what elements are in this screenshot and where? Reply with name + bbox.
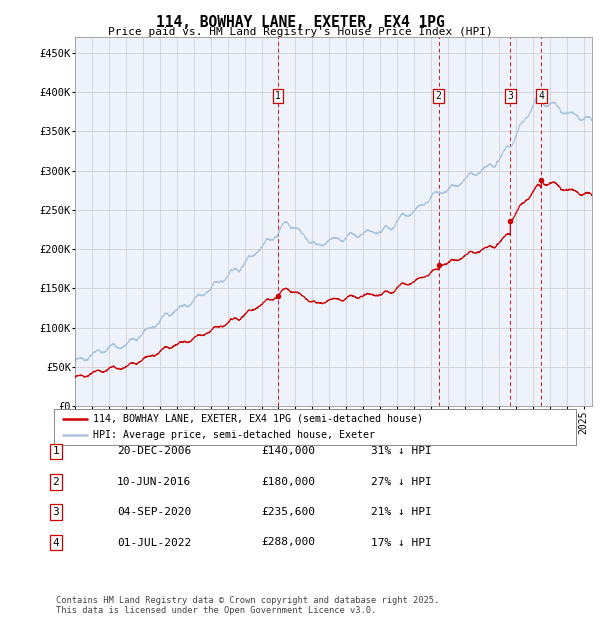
- Text: 1: 1: [275, 91, 281, 101]
- Text: 114, BOWHAY LANE, EXETER, EX4 1PG: 114, BOWHAY LANE, EXETER, EX4 1PG: [155, 15, 445, 30]
- Text: 20-DEC-2006: 20-DEC-2006: [117, 446, 191, 456]
- Text: 31% ↓ HPI: 31% ↓ HPI: [371, 446, 431, 456]
- Text: £180,000: £180,000: [261, 477, 315, 487]
- Text: 17% ↓ HPI: 17% ↓ HPI: [371, 538, 431, 547]
- Text: £140,000: £140,000: [261, 446, 315, 456]
- Text: 114, BOWHAY LANE, EXETER, EX4 1PG (semi-detached house): 114, BOWHAY LANE, EXETER, EX4 1PG (semi-…: [93, 414, 423, 424]
- Text: 27% ↓ HPI: 27% ↓ HPI: [371, 477, 431, 487]
- Text: 4: 4: [52, 538, 59, 547]
- Text: Contains HM Land Registry data © Crown copyright and database right 2025.
This d: Contains HM Land Registry data © Crown c…: [56, 596, 439, 615]
- Text: 10-JUN-2016: 10-JUN-2016: [117, 477, 191, 487]
- Text: HPI: Average price, semi-detached house, Exeter: HPI: Average price, semi-detached house,…: [93, 430, 375, 440]
- Text: 04-SEP-2020: 04-SEP-2020: [117, 507, 191, 517]
- Text: 3: 3: [508, 91, 513, 101]
- Text: 3: 3: [52, 507, 59, 517]
- Text: 01-JUL-2022: 01-JUL-2022: [117, 538, 191, 547]
- Text: 1: 1: [52, 446, 59, 456]
- Text: £235,600: £235,600: [261, 507, 315, 517]
- Text: £288,000: £288,000: [261, 538, 315, 547]
- Text: 2: 2: [52, 477, 59, 487]
- Text: Price paid vs. HM Land Registry's House Price Index (HPI): Price paid vs. HM Land Registry's House …: [107, 27, 493, 37]
- Text: 2: 2: [436, 91, 442, 101]
- Text: 21% ↓ HPI: 21% ↓ HPI: [371, 507, 431, 517]
- Text: 4: 4: [538, 91, 544, 101]
